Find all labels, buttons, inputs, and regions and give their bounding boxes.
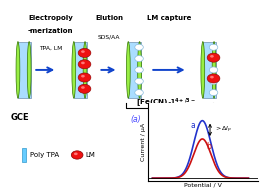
- Circle shape: [81, 86, 85, 89]
- Text: -merization: -merization: [28, 28, 73, 34]
- Circle shape: [78, 84, 91, 93]
- Text: (a): (a): [130, 115, 141, 124]
- Ellipse shape: [201, 42, 205, 98]
- Bar: [74, 42, 87, 98]
- Circle shape: [209, 67, 218, 73]
- Ellipse shape: [212, 42, 216, 98]
- Ellipse shape: [138, 42, 142, 98]
- Bar: [128, 42, 142, 98]
- Ellipse shape: [126, 42, 130, 98]
- Circle shape: [135, 67, 143, 73]
- Circle shape: [135, 90, 143, 96]
- Circle shape: [209, 90, 218, 96]
- Text: Elution: Elution: [95, 15, 123, 21]
- Text: SDS/AA: SDS/AA: [98, 34, 120, 39]
- X-axis label: Potential / V: Potential / V: [184, 183, 222, 188]
- Circle shape: [81, 50, 85, 53]
- Circle shape: [209, 56, 218, 62]
- Circle shape: [71, 151, 83, 159]
- Circle shape: [135, 44, 143, 50]
- Text: (b): (b): [198, 115, 209, 124]
- Circle shape: [78, 48, 91, 57]
- Text: $>\Delta I_p$: $>\Delta I_p$: [214, 125, 232, 135]
- Y-axis label: Current / μA: Current / μA: [141, 123, 146, 161]
- Circle shape: [78, 60, 91, 69]
- Circle shape: [210, 76, 214, 78]
- Text: GCE: GCE: [11, 113, 29, 122]
- Text: LM capture: LM capture: [147, 15, 191, 21]
- Text: TPA, LM: TPA, LM: [39, 46, 62, 51]
- Text: DPV: DPV: [188, 113, 194, 129]
- Circle shape: [81, 75, 85, 77]
- Ellipse shape: [83, 42, 87, 98]
- Text: b: b: [206, 142, 211, 151]
- Circle shape: [74, 153, 78, 155]
- Text: a: a: [191, 121, 196, 129]
- Ellipse shape: [16, 42, 20, 98]
- Bar: [18, 42, 31, 98]
- Bar: [203, 42, 216, 98]
- Circle shape: [207, 53, 220, 62]
- Circle shape: [210, 55, 214, 58]
- Circle shape: [135, 56, 143, 62]
- Bar: [22, 148, 26, 162]
- Circle shape: [135, 78, 143, 84]
- Text: LM: LM: [85, 152, 95, 158]
- Text: Poly TPA: Poly TPA: [30, 152, 59, 158]
- Circle shape: [78, 73, 91, 82]
- Ellipse shape: [27, 42, 31, 98]
- Circle shape: [209, 44, 218, 50]
- Text: $\mathbf{[Fe(CN)_6]^{4+/3-}}$: $\mathbf{[Fe(CN)_6]^{4+/3-}}$: [136, 96, 196, 110]
- Ellipse shape: [72, 42, 76, 98]
- Circle shape: [81, 62, 85, 64]
- Circle shape: [209, 78, 218, 84]
- Circle shape: [207, 74, 220, 83]
- Text: Electropoly: Electropoly: [28, 15, 73, 21]
